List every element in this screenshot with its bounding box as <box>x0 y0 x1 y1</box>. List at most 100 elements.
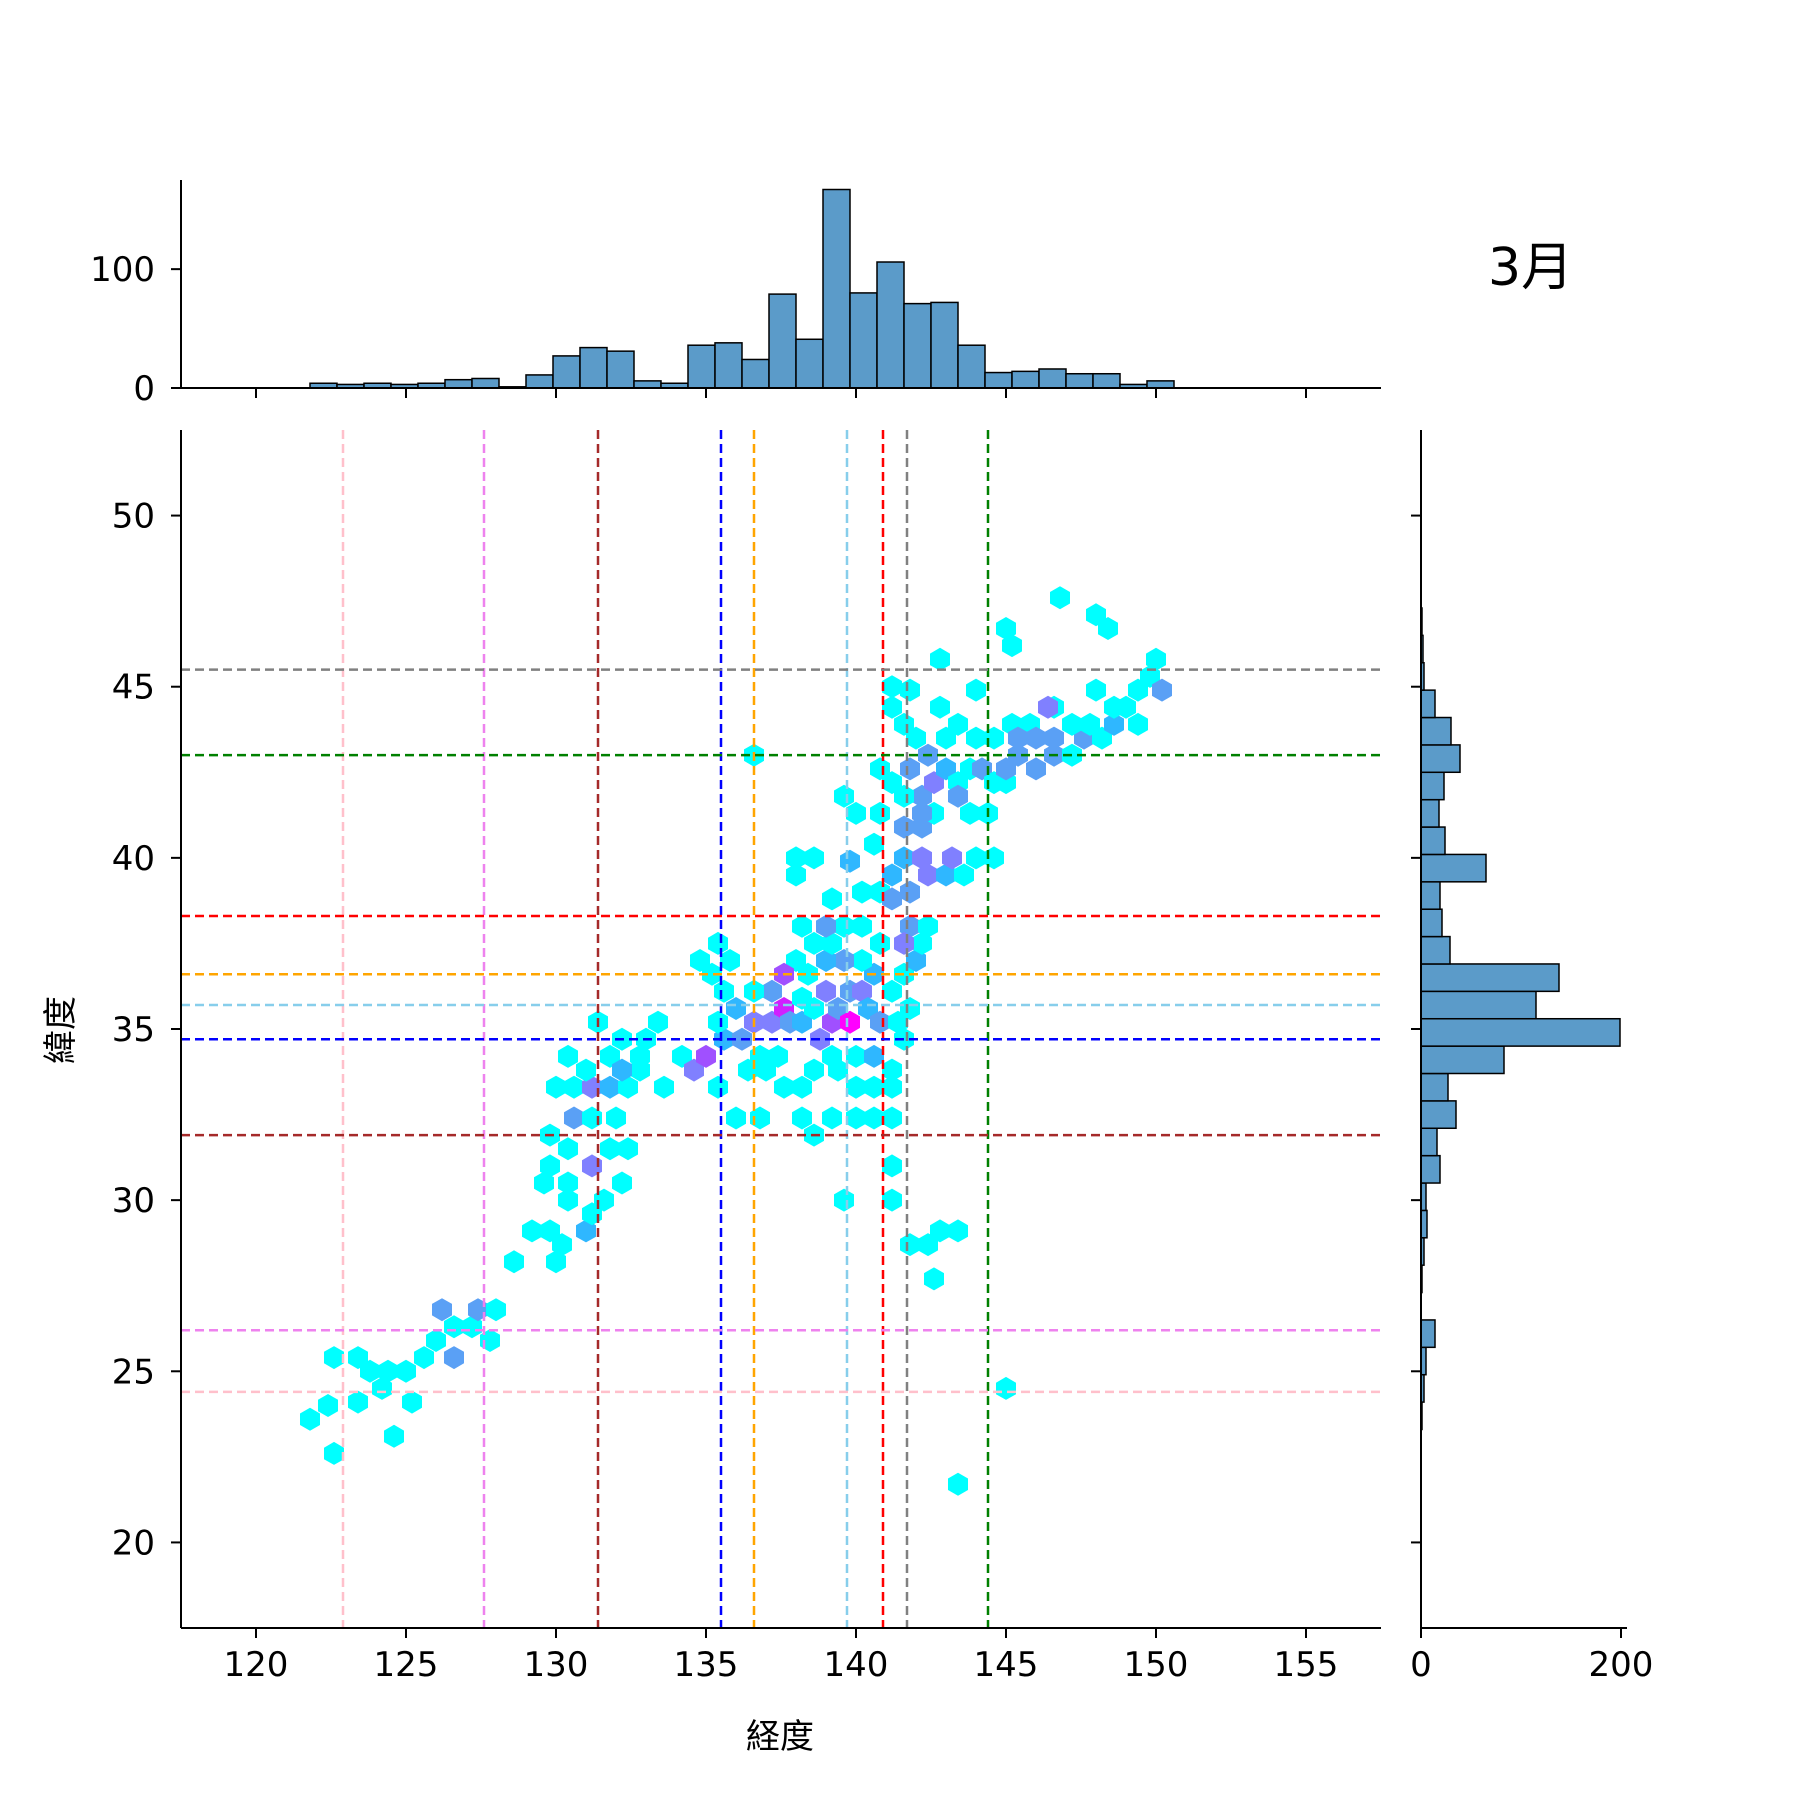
hexbin-cell <box>600 1137 620 1161</box>
hexbin-cell <box>774 1075 794 1099</box>
x-tick-label: 145 <box>974 1645 1039 1685</box>
x-tick-label: 150 <box>1124 1645 1189 1685</box>
hexbin-cell <box>426 1329 446 1352</box>
hexbin-cell <box>1038 695 1058 719</box>
hexbin-cell <box>870 931 890 955</box>
hexbin-cell <box>912 931 932 955</box>
hexbin-cell <box>828 997 848 1020</box>
right-histogram-bar <box>1420 990 1537 1020</box>
right-histogram-bar <box>1420 1045 1505 1075</box>
hexbin-cell <box>930 695 950 719</box>
hexbin-cell <box>882 1188 902 1212</box>
hexbin-cell <box>816 979 836 1003</box>
hexbin-cell <box>882 887 902 911</box>
hexbin-cell <box>576 1058 596 1082</box>
hexbin-cell <box>894 815 914 839</box>
x-tick-label: 135 <box>674 1645 739 1685</box>
hexbin-cell <box>396 1359 416 1383</box>
hexbin-cell <box>432 1298 452 1322</box>
hexbin-cell <box>834 1188 854 1212</box>
hexbin-cell <box>804 1058 824 1082</box>
hexbin-cell <box>384 1424 404 1448</box>
hexbin-cell <box>378 1359 398 1383</box>
y-tick-label: 50 <box>112 497 155 537</box>
hexbin-cell <box>648 1010 668 1034</box>
hexbin-cell <box>900 914 920 938</box>
hexbin-cell <box>1008 726 1028 750</box>
hexbin-cell <box>360 1359 380 1383</box>
top-histogram-bar <box>1092 372 1121 389</box>
hexbin-cell <box>792 1106 812 1130</box>
hexbin-cell <box>894 931 914 955</box>
hexbin-cell <box>870 757 890 781</box>
top-histogram-bar <box>1146 380 1175 389</box>
hexbin-cell <box>906 726 926 750</box>
hexbin-cell <box>870 1010 890 1034</box>
hexbin-cell <box>918 914 938 938</box>
top-histogram-bar <box>795 338 824 389</box>
hexbin-cell <box>756 1058 776 1082</box>
hexbin-cell <box>900 678 920 702</box>
hexbin-cell <box>714 1027 734 1051</box>
hexbin-cell <box>966 846 986 870</box>
top-histogram-bar <box>714 342 743 389</box>
hexbin-cell <box>708 1075 728 1099</box>
hexbin-cell <box>1086 603 1106 627</box>
top-histogram-bar <box>930 301 959 389</box>
top-hist-y-tick-label: 100 <box>90 250 155 290</box>
hexbin-cell <box>486 1298 506 1322</box>
top-histogram-bar <box>1038 368 1067 389</box>
hexbin-cell <box>726 1106 746 1130</box>
top-histogram-bar <box>525 374 554 389</box>
hexbin-cell <box>444 1315 464 1339</box>
hexbin-cell <box>804 846 824 870</box>
top-histogram-bar <box>768 293 797 389</box>
hexbin-cell <box>888 1010 908 1034</box>
hexbin-cells <box>300 586 1172 1496</box>
hexbin-cell <box>540 1154 560 1178</box>
hexbin-cell <box>708 1010 728 1034</box>
hexbin-cell <box>846 1106 866 1130</box>
hexbin-cell <box>726 997 746 1020</box>
hexbin-cell <box>846 1075 866 1099</box>
hexbin-cell <box>840 849 860 873</box>
hexbin-cell <box>882 1075 902 1099</box>
right-histogram-bar <box>1420 935 1451 965</box>
hexbin-cell <box>912 784 932 808</box>
hexbin-cell <box>1152 678 1172 702</box>
top-histogram-bar <box>849 292 878 389</box>
right-marginal-histogram: 0 200 <box>1410 430 1653 1685</box>
hexbin-cell <box>606 1106 626 1130</box>
hexbin-cell <box>900 1233 920 1257</box>
reference-lines <box>181 430 1381 1628</box>
top-histogram-bar <box>957 344 986 389</box>
hexbin-cell <box>1080 712 1100 736</box>
hexbin-cell <box>504 1250 524 1274</box>
right-histogram-bar <box>1420 1100 1457 1130</box>
y-tick-label: 40 <box>112 839 155 879</box>
hexbin-cell <box>840 1010 860 1034</box>
hexbin-cell <box>900 880 920 904</box>
hexbin-cell <box>558 1171 578 1195</box>
hexbin-cell <box>822 931 842 955</box>
y-tick-label: 35 <box>112 1010 155 1050</box>
top-histogram-bar <box>444 378 473 389</box>
hexbin-cell <box>1044 726 1064 750</box>
hexbin-cell <box>846 801 866 825</box>
hexbin-cell <box>786 846 806 870</box>
hexbin-cell <box>834 914 854 938</box>
hexbin-cell <box>864 1044 884 1068</box>
hexbin-cell <box>612 1171 632 1195</box>
right-histogram-bar <box>1420 1154 1441 1184</box>
y-axis-label: 緯度 <box>41 996 81 1064</box>
hexbin-cell <box>948 784 968 808</box>
hexbin-cell <box>966 678 986 702</box>
hexbin-cell <box>762 1010 782 1034</box>
hexbin-cell <box>900 757 920 781</box>
hexbin-cell <box>852 979 872 1003</box>
right-histogram-bar <box>1420 716 1452 746</box>
main-hexbin-plot: 120 125 130 135 140 145 150 155 20 25 30 35 40 45 50 <box>112 430 1381 1685</box>
hexbin-cell <box>1092 726 1112 750</box>
top-histogram-bar <box>687 344 716 389</box>
